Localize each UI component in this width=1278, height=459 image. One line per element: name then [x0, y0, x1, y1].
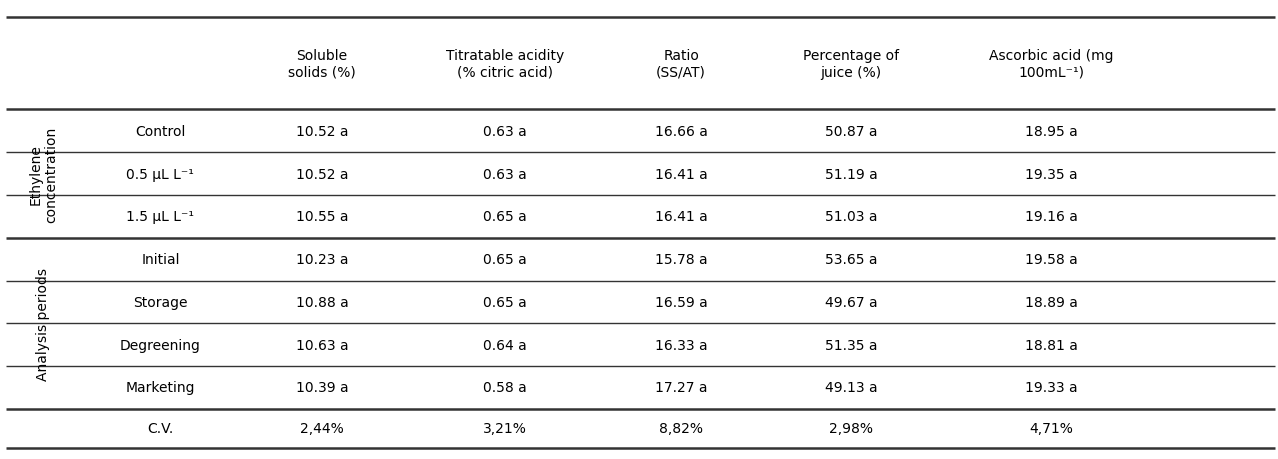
- Text: 1.5 μL L⁻¹: 1.5 μL L⁻¹: [127, 210, 194, 224]
- Text: Percentage of
juice (%): Percentage of juice (%): [803, 49, 900, 79]
- Text: Marketing: Marketing: [125, 381, 196, 395]
- Text: Ethylene
concentration: Ethylene concentration: [28, 126, 59, 222]
- Text: 18.89 a: 18.89 a: [1025, 295, 1077, 309]
- Text: 53.65 a: 53.65 a: [824, 252, 878, 267]
- Text: 0.65 a: 0.65 a: [483, 210, 527, 224]
- Text: 50.87 a: 50.87 a: [824, 124, 878, 139]
- Text: 0.63 a: 0.63 a: [483, 167, 527, 181]
- Text: 51.03 a: 51.03 a: [824, 210, 878, 224]
- Text: Initial: Initial: [141, 252, 180, 267]
- Text: 10.63 a: 10.63 a: [295, 338, 349, 352]
- Text: 18.81 a: 18.81 a: [1025, 338, 1077, 352]
- Text: 16.41 a: 16.41 a: [654, 210, 708, 224]
- Text: 16.33 a: 16.33 a: [654, 338, 708, 352]
- Text: 2,98%: 2,98%: [829, 421, 873, 436]
- Text: 18.95 a: 18.95 a: [1025, 124, 1077, 139]
- Text: 19.35 a: 19.35 a: [1025, 167, 1077, 181]
- Text: 4,71%: 4,71%: [1029, 421, 1074, 436]
- Text: 49.13 a: 49.13 a: [824, 381, 878, 395]
- Text: 8,82%: 8,82%: [659, 421, 703, 436]
- Text: Ratio
(SS/AT): Ratio (SS/AT): [656, 49, 707, 79]
- Text: 10.52 a: 10.52 a: [295, 167, 349, 181]
- Text: Storage: Storage: [133, 295, 188, 309]
- Text: 19.58 a: 19.58 a: [1025, 252, 1077, 267]
- Text: 16.41 a: 16.41 a: [654, 167, 708, 181]
- Text: 15.78 a: 15.78 a: [654, 252, 708, 267]
- Text: 19.16 a: 19.16 a: [1025, 210, 1077, 224]
- Text: 16.66 a: 16.66 a: [654, 124, 708, 139]
- Text: Analysis periods: Analysis periods: [37, 267, 50, 380]
- Text: 2,44%: 2,44%: [300, 421, 344, 436]
- Text: Soluble
solids (%): Soluble solids (%): [288, 49, 357, 79]
- Text: Ascorbic acid (mg
100mL⁻¹): Ascorbic acid (mg 100mL⁻¹): [989, 49, 1113, 79]
- Text: 17.27 a: 17.27 a: [654, 381, 708, 395]
- Text: Titratable acidity
(% citric acid): Titratable acidity (% citric acid): [446, 49, 564, 79]
- Text: 0.63 a: 0.63 a: [483, 124, 527, 139]
- Text: 49.67 a: 49.67 a: [824, 295, 878, 309]
- Text: 10.52 a: 10.52 a: [295, 124, 349, 139]
- Text: 0.65 a: 0.65 a: [483, 252, 527, 267]
- Text: 51.19 a: 51.19 a: [824, 167, 878, 181]
- Text: Degreening: Degreening: [120, 338, 201, 352]
- Text: 10.39 a: 10.39 a: [295, 381, 349, 395]
- Text: 19.33 a: 19.33 a: [1025, 381, 1077, 395]
- Text: C.V.: C.V.: [147, 421, 174, 436]
- Text: 10.88 a: 10.88 a: [295, 295, 349, 309]
- Text: 0.5 μL L⁻¹: 0.5 μL L⁻¹: [127, 167, 194, 181]
- Text: 10.55 a: 10.55 a: [295, 210, 349, 224]
- Text: 10.23 a: 10.23 a: [295, 252, 349, 267]
- Text: 3,21%: 3,21%: [483, 421, 527, 436]
- Text: Control: Control: [135, 124, 185, 139]
- Text: 51.35 a: 51.35 a: [824, 338, 878, 352]
- Text: 0.64 a: 0.64 a: [483, 338, 527, 352]
- Text: 16.59 a: 16.59 a: [654, 295, 708, 309]
- Text: 0.58 a: 0.58 a: [483, 381, 527, 395]
- Text: 0.65 a: 0.65 a: [483, 295, 527, 309]
